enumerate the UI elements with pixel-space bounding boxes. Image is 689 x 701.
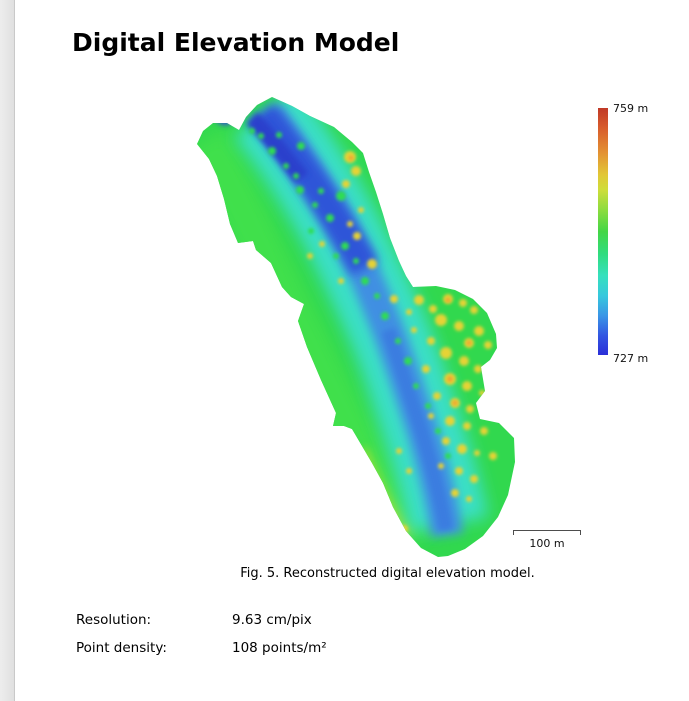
resolution-label: Resolution: [76, 612, 152, 628]
elevation-colorbar [598, 108, 608, 355]
dem-map [197, 97, 515, 557]
scale-bar [513, 530, 581, 535]
dem-green-speckles [249, 128, 451, 459]
colorbar-max-label: 759 m [613, 102, 649, 115]
point-density-label: Point density: [76, 640, 167, 656]
figure-caption: Fig. 5. Reconstructed digital elevation … [240, 566, 535, 581]
stat-row-point-density: Point density: 108 points/m² [76, 640, 327, 656]
resolution-value: 9.63 cm/pix [232, 612, 312, 628]
page-title: Digital Elevation Model [72, 28, 400, 57]
colorbar-min-label: 727 m [613, 352, 649, 365]
page-margin-strip [0, 0, 15, 701]
stat-row-resolution: Resolution: 9.63 cm/pix [76, 612, 312, 628]
dem-orange-accents [348, 155, 472, 406]
point-density-value: 108 points/m² [232, 640, 327, 656]
scale-bar-label: 100 m [529, 537, 565, 550]
